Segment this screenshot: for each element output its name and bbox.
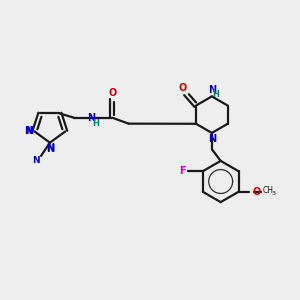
Text: F: F <box>179 166 186 176</box>
Text: N: N <box>208 134 216 144</box>
Text: N: N <box>46 143 54 154</box>
Text: H: H <box>92 118 99 127</box>
Text: N: N <box>87 113 95 123</box>
Text: N: N <box>32 156 40 165</box>
Text: H: H <box>212 90 219 99</box>
Text: CH: CH <box>262 186 274 195</box>
Text: 3: 3 <box>271 191 275 196</box>
Text: N: N <box>25 126 33 136</box>
Text: N: N <box>25 126 33 136</box>
Text: O: O <box>108 88 116 98</box>
Text: O: O <box>253 187 261 197</box>
Text: O: O <box>178 83 187 94</box>
Text: N: N <box>46 143 55 153</box>
Text: N: N <box>208 85 216 95</box>
